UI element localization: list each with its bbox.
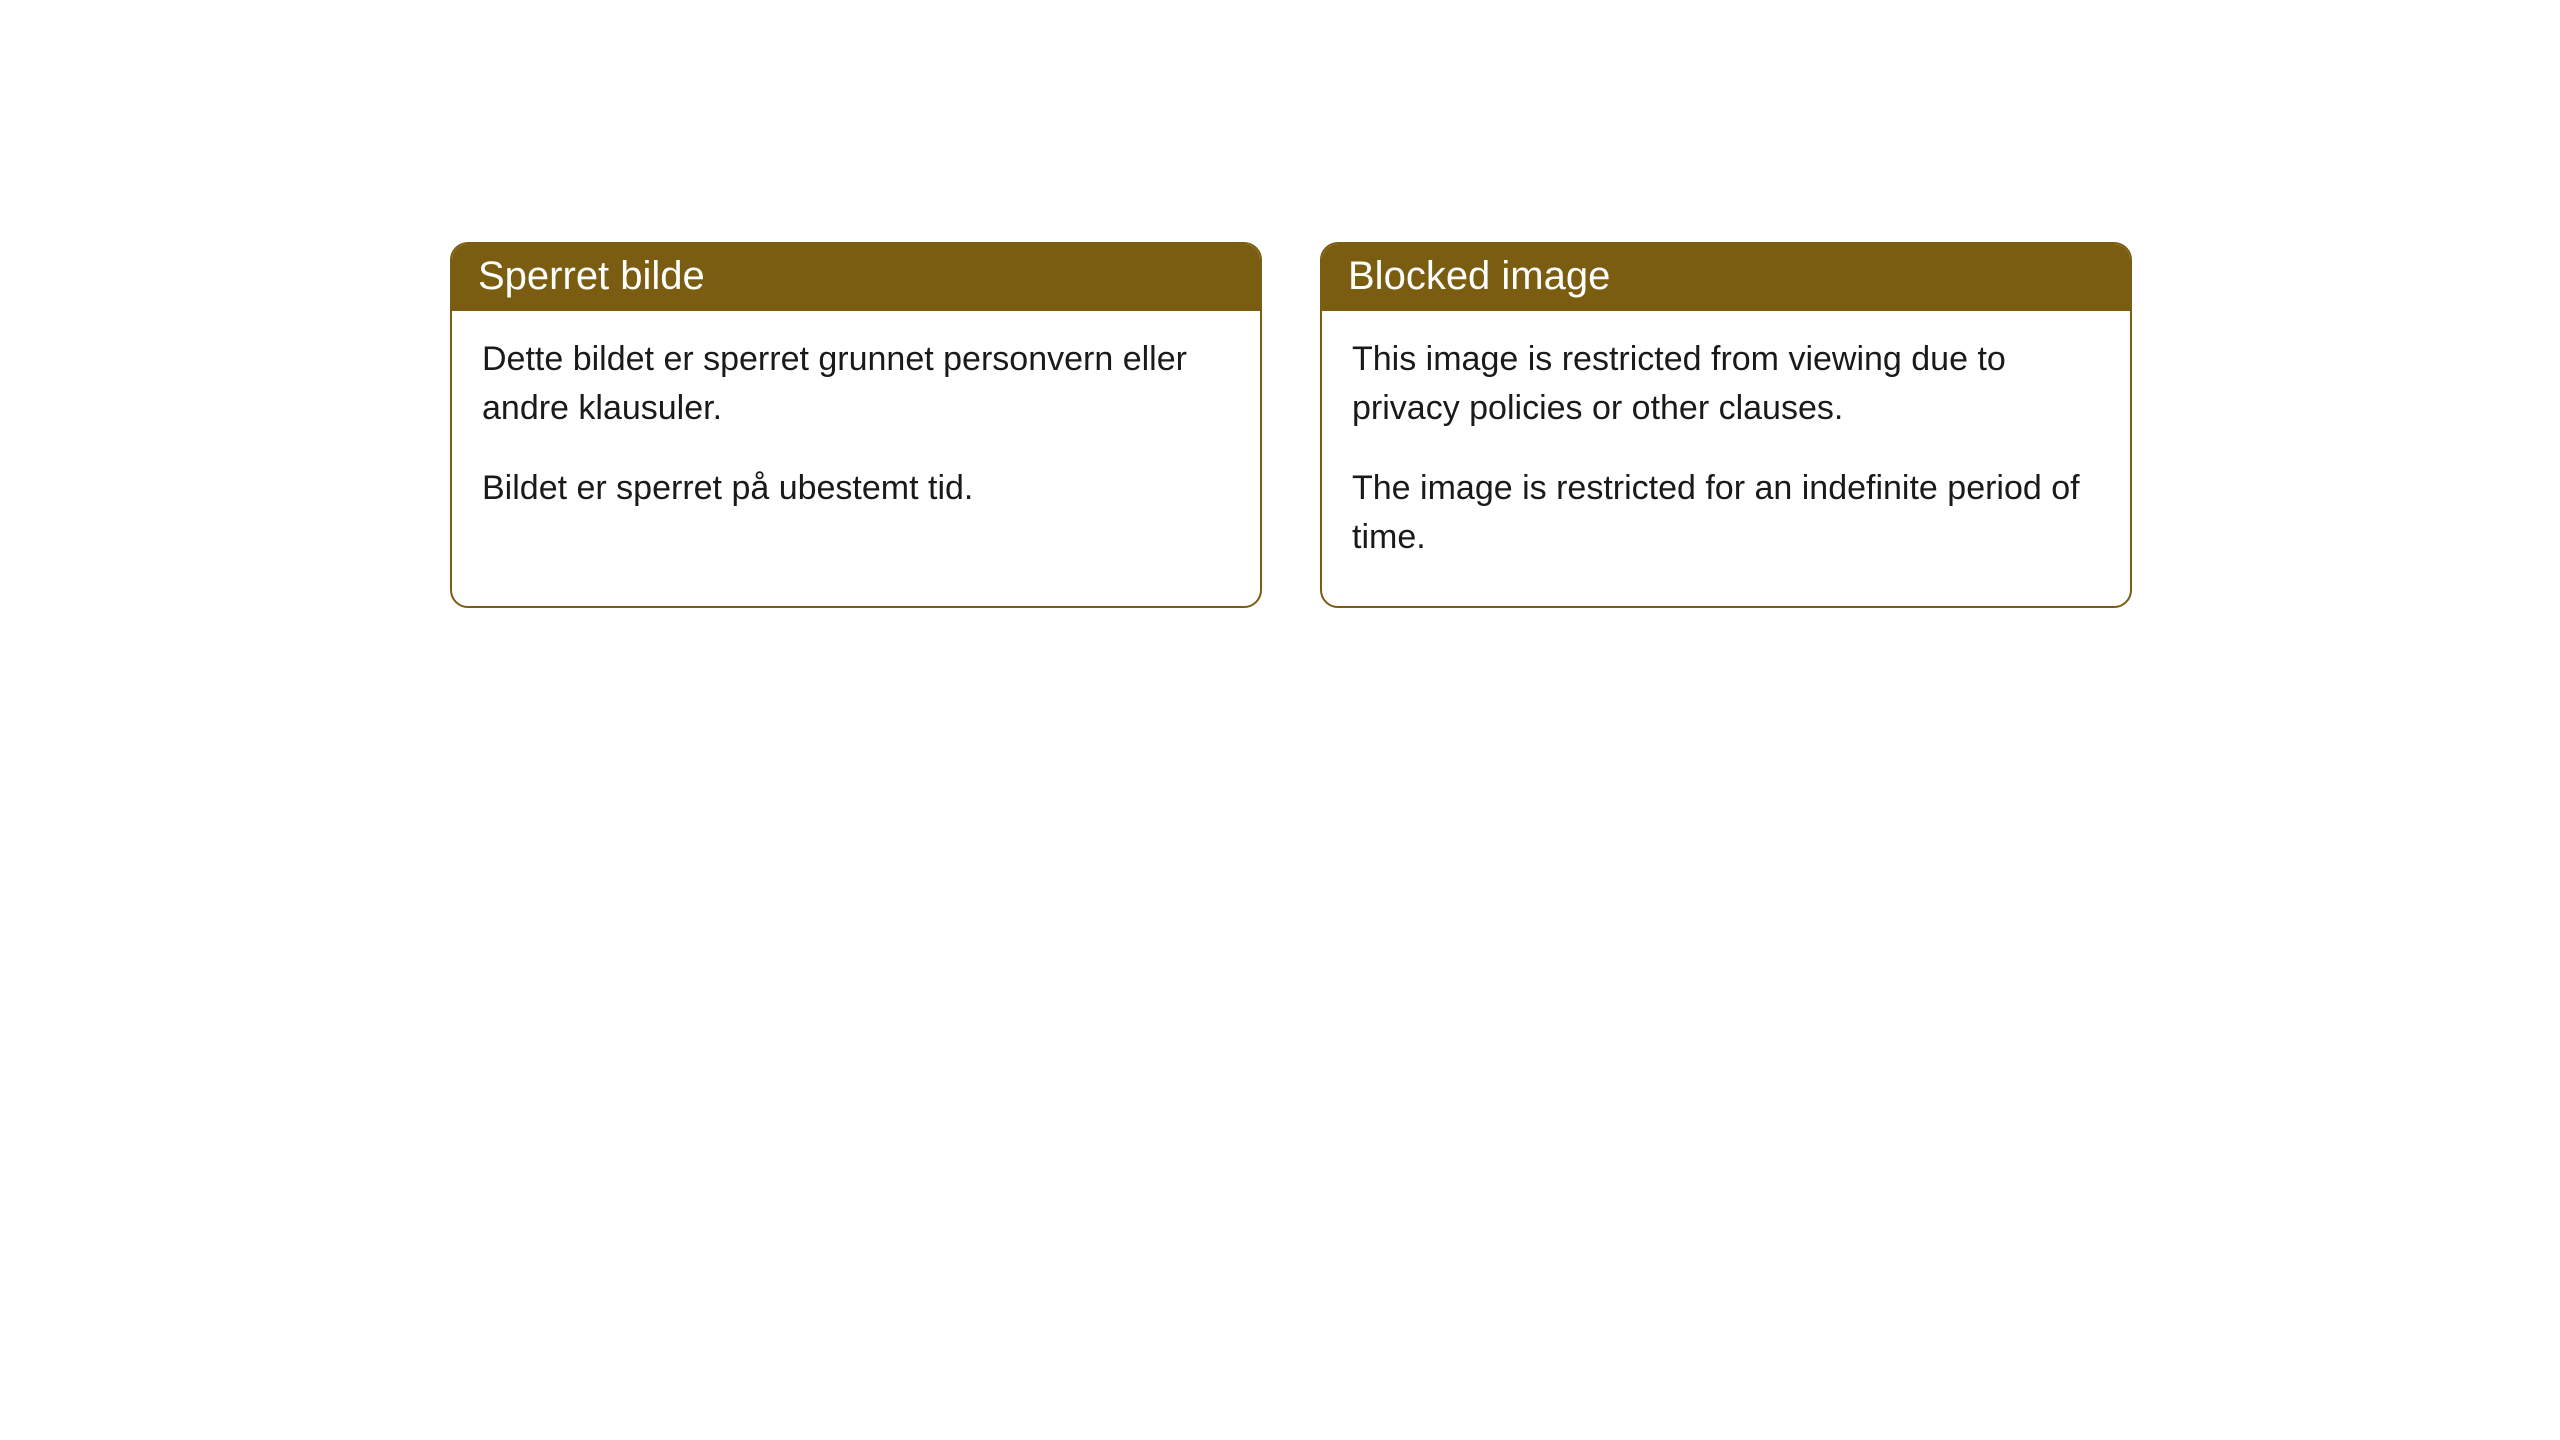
notice-cards-container: Sperret bilde Dette bildet er sperret gr… <box>450 242 2132 608</box>
card-text-paragraph: Dette bildet er sperret grunnet personve… <box>482 335 1230 434</box>
card-text-paragraph: Bildet er sperret på ubestemt tid. <box>482 464 1230 513</box>
card-header: Sperret bilde <box>452 244 1260 311</box>
card-text-paragraph: This image is restricted from viewing du… <box>1352 335 2100 434</box>
card-header: Blocked image <box>1322 244 2130 311</box>
card-text-paragraph: The image is restricted for an indefinit… <box>1352 464 2100 563</box>
notice-card-norwegian: Sperret bilde Dette bildet er sperret gr… <box>450 242 1262 608</box>
card-body: This image is restricted from viewing du… <box>1322 311 2130 606</box>
card-body: Dette bildet er sperret grunnet personve… <box>452 311 1260 557</box>
notice-card-english: Blocked image This image is restricted f… <box>1320 242 2132 608</box>
